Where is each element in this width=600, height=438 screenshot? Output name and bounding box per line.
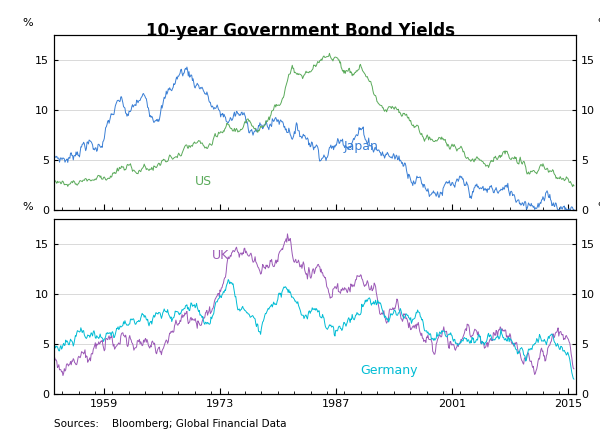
Text: %: % xyxy=(22,202,33,212)
Text: 10-year Government Bond Yields: 10-year Government Bond Yields xyxy=(146,22,455,40)
Text: %: % xyxy=(597,18,600,28)
Text: Germany: Germany xyxy=(361,364,418,377)
Text: Sources:    Bloomberg; Global Financial Data: Sources: Bloomberg; Global Financial Dat… xyxy=(54,419,287,429)
Text: Japan: Japan xyxy=(344,140,379,153)
Text: %: % xyxy=(22,18,33,28)
Text: UK: UK xyxy=(211,249,229,262)
Text: %: % xyxy=(597,202,600,212)
Text: US: US xyxy=(195,175,212,188)
